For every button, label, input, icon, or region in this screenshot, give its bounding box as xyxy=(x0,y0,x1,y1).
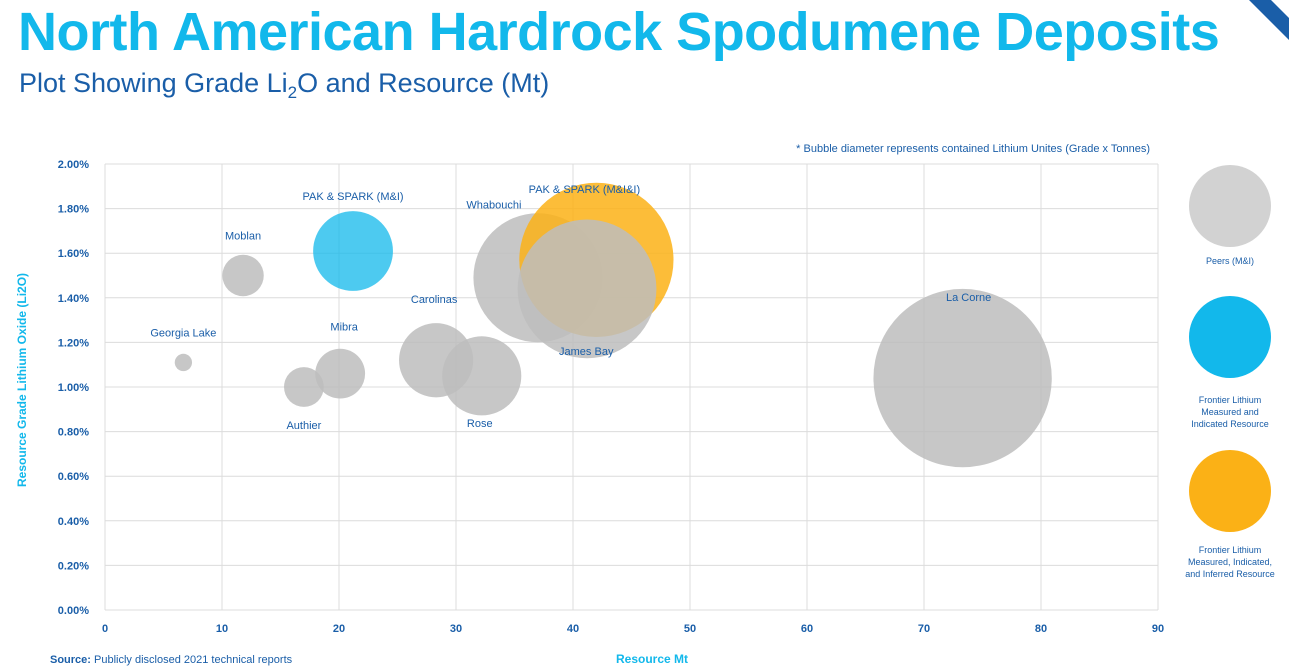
y-tick-label: 1.20% xyxy=(58,337,89,349)
bubble-la-corne xyxy=(873,288,1052,468)
legend-item: Frontier Lithium Measured and Indicated … xyxy=(1175,296,1285,430)
legend-label: Frontier Lithium Measured and Indicated … xyxy=(1191,395,1269,429)
label-mibra: Mibra xyxy=(330,322,358,334)
x-tick-label: 50 xyxy=(684,623,696,635)
bubble-size-note: * Bubble diameter represents contained L… xyxy=(796,143,1150,155)
legend-swatch xyxy=(1189,450,1271,532)
y-tick-label: 0.20% xyxy=(58,560,89,572)
legend-label: Peers (M&I) xyxy=(1205,256,1254,266)
x-tick-label: 30 xyxy=(450,623,462,635)
y-tick-label: 0.60% xyxy=(58,471,89,483)
chart-bubbles xyxy=(174,182,1052,468)
label-james-bay: James Bay xyxy=(559,346,614,358)
legend-item: Frontier Lithium Measured, Indicated, an… xyxy=(1175,450,1285,580)
bubble-moblan xyxy=(222,254,264,297)
y-tick-label: 2.00% xyxy=(58,159,89,171)
x-tick-label: 40 xyxy=(567,623,579,635)
subtitle-end: O and Resource (Mt) xyxy=(297,68,550,98)
bubble-pak-spark-m-i xyxy=(313,211,393,291)
y-tick-label: 0.00% xyxy=(58,605,89,617)
label-pak-spark-m-i-i: PAK & SPARK (M&I&I) xyxy=(529,184,640,196)
label-georgia-lake: Georgia Lake xyxy=(150,327,216,339)
label-authier: Authier xyxy=(286,420,321,432)
bubble-mibra xyxy=(315,348,366,399)
y-tick-label: 1.60% xyxy=(58,248,89,260)
x-tick-label: 60 xyxy=(801,623,813,635)
subtitle-main: Plot Showing Grade Li xyxy=(19,68,288,98)
label-moblan: Moblan xyxy=(225,231,261,243)
bubble-georgia-lake xyxy=(174,353,193,372)
legend-swatch xyxy=(1189,165,1271,247)
x-axis-label: Resource Mt xyxy=(616,652,688,666)
bubble-james-bay xyxy=(517,219,657,359)
legend-swatch xyxy=(1189,296,1271,378)
y-tick-label: 1.80% xyxy=(58,204,89,216)
y-tick-label: 0.80% xyxy=(58,427,89,439)
label-rose: Rose xyxy=(467,418,493,430)
bubble-authier xyxy=(284,367,324,407)
x-tick-label: 0 xyxy=(102,623,108,635)
source-text: Publicly disclosed 2021 technical report… xyxy=(90,654,293,666)
y-tick-label: 0.40% xyxy=(58,516,89,528)
subtitle-subscript: 2 xyxy=(287,83,298,102)
x-tick-label: 70 xyxy=(918,623,930,635)
chart-ticks: 0.00% 0.20% 0.40% 0.60% 0.80% 1.00% 1.20% 1.40%… xyxy=(58,159,1164,635)
corner-decoration-inner xyxy=(1271,0,1289,18)
label-la-corne: La Corne xyxy=(946,292,991,304)
label-carolinas: Carolinas xyxy=(411,294,458,306)
page-subtitle: Plot Showing Grade Li2O and Resource (Mt… xyxy=(19,66,550,102)
source-label: Source: xyxy=(50,654,91,666)
source-note: Source: Publicly disclosed 2021 technica… xyxy=(50,654,292,666)
label-pak-spark-m-i: PAK & SPARK (M&I) xyxy=(303,191,404,203)
page-title: North American Hardrock Spodumene Deposi… xyxy=(18,2,1220,62)
bubble-rose xyxy=(442,336,522,416)
x-tick-label: 20 xyxy=(333,623,345,635)
x-tick-label: 10 xyxy=(216,623,228,635)
y-tick-label: 1.00% xyxy=(58,382,89,394)
x-tick-label: 90 xyxy=(1152,623,1164,635)
label-whabouchi: Whabouchi xyxy=(466,200,521,212)
legend-item: Peers (M&I) xyxy=(1175,165,1285,267)
y-axis-label: Resource Grade Lithium Oxide (Li2O) xyxy=(15,273,29,487)
y-tick-label: 1.40% xyxy=(58,293,89,305)
legend-label: Frontier Lithium Measured, Indicated, an… xyxy=(1185,545,1275,579)
x-tick-label: 80 xyxy=(1035,623,1047,635)
chart-labels: Georgia Lake Moblan Authier Mibra Carolinas R… xyxy=(150,184,991,432)
